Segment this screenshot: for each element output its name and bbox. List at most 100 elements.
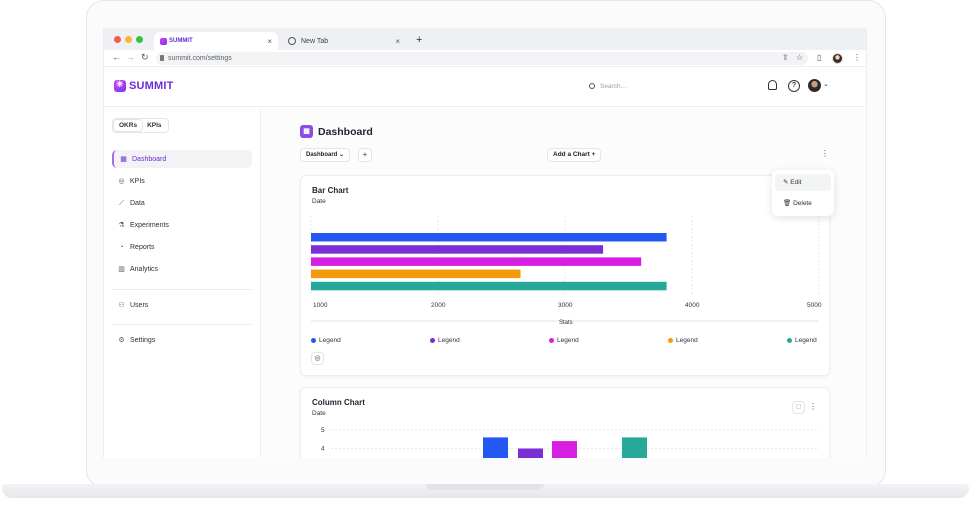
sidebar: OKRs KPIs ▦ Dashboard ◎ KPIs ⟋ Data ⚗ Ex… xyxy=(104,108,261,458)
column-chart-title: Column Chart xyxy=(312,398,365,407)
window-maximize-dot[interactable] xyxy=(136,36,143,43)
x-tick-label: 5000 xyxy=(807,302,822,309)
chart-settings-icon[interactable]: ◎ xyxy=(311,352,324,365)
legend-item[interactable]: Legend xyxy=(668,337,698,344)
sidebar-item-analytics[interactable]: ▥ Analytics xyxy=(112,260,252,278)
back-arrow-icon[interactable]: ← xyxy=(112,52,121,62)
globe-icon xyxy=(288,37,296,45)
menu-item-delete-label: Delete xyxy=(793,200,812,207)
chart-context-menu: ✎ Edit 🗑 Delete xyxy=(772,170,834,216)
segment-okrs[interactable]: OKRs xyxy=(114,120,143,131)
sidebar-item-experiments[interactable]: ⚗ Experiments xyxy=(112,216,252,234)
pencil-icon: ✎ xyxy=(783,179,791,186)
plus-icon: + xyxy=(591,151,596,158)
url-text: summit.com/settings xyxy=(168,55,232,62)
legend-dot xyxy=(311,338,316,343)
legend-label: Legend xyxy=(319,337,341,344)
bookmark-star-icon[interactable]: ☆ xyxy=(796,53,804,62)
chevron-down-icon[interactable]: ⌄ xyxy=(823,81,829,88)
add-dashboard-button[interactable]: + xyxy=(358,148,372,162)
address-bar-row: ← → ↻ summit.com/settings ⇪ ☆ ▯ ⋮ xyxy=(104,50,866,67)
legend-label: Legend xyxy=(676,337,698,344)
tab-summit[interactable]: SUMMIT × xyxy=(154,32,278,50)
bar[interactable] xyxy=(311,269,521,279)
column[interactable] xyxy=(622,437,647,458)
sidepanel-icon[interactable]: ▯ xyxy=(817,53,822,62)
sidebar-item-reports[interactable]: ◔ Reports xyxy=(112,238,252,256)
tab-new-tab-label: New Tab xyxy=(301,37,329,45)
bar-chart-card: Bar Chart Date 1000 2000 3000 4000 5000 Stats… xyxy=(300,175,830,376)
flask-icon: ⚗ xyxy=(118,221,125,229)
menu-item-delete[interactable]: 🗑 Delete xyxy=(775,195,831,212)
segment-kpis[interactable]: KPIs xyxy=(147,122,162,129)
chevron-down-icon: ⌄ xyxy=(339,152,345,158)
help-icon[interactable]: ? xyxy=(788,80,800,92)
bar[interactable] xyxy=(311,257,642,266)
legend-label: Legend xyxy=(795,337,817,344)
okr-kpi-toggle: OKRs KPIs xyxy=(112,118,169,133)
share-icon[interactable]: ⇪ xyxy=(782,53,789,62)
brand-name: SUMMIT xyxy=(129,80,174,92)
sidebar-item-data[interactable]: ⟋ Data xyxy=(112,194,252,212)
sidebar-item-users[interactable]: ⚇ Users xyxy=(112,296,252,314)
main-content: ▦ Dashboard Dashboard ⌄ + Add a Chart + … xyxy=(262,108,866,458)
tab-summit-label: SUMMIT xyxy=(160,37,193,45)
sidebar-divider xyxy=(112,324,252,325)
legend-dot xyxy=(787,338,792,343)
dashboard-select[interactable]: Dashboard ⌄ xyxy=(300,148,351,162)
column[interactable] xyxy=(483,437,508,458)
tab-new-tab[interactable]: New Tab × xyxy=(282,32,406,50)
gear-icon: ⚙ xyxy=(118,336,125,344)
summit-logo-icon xyxy=(114,79,126,92)
window-minimize-dot[interactable] xyxy=(125,36,132,43)
sidebar-item-kpis[interactable]: ◎ KPIs xyxy=(112,172,252,190)
add-chart-button[interactable]: Add a Chart + xyxy=(547,148,602,162)
sidebar-item-label: Users xyxy=(130,301,149,309)
page-title: ▦ Dashboard xyxy=(300,125,373,138)
user-avatar[interactable] xyxy=(808,79,821,92)
new-tab-button[interactable]: + xyxy=(416,34,423,46)
menu-item-edit[interactable]: ✎ Edit xyxy=(775,174,831,191)
legend-item[interactable]: Legend xyxy=(311,337,341,344)
url-input[interactable]: summit.com/settings xyxy=(156,52,808,65)
legend-dot xyxy=(430,338,435,343)
sidebar-item-settings[interactable]: ⚙ Settings xyxy=(112,331,252,349)
summit-logo-icon xyxy=(160,37,167,45)
legend-item[interactable]: Legend xyxy=(549,337,579,344)
tab-close-icon[interactable]: × xyxy=(267,36,272,46)
menu-item-edit-label: Edit xyxy=(790,179,802,186)
legend-item[interactable]: Legend xyxy=(787,337,817,344)
x-tick-label: 1000 xyxy=(313,302,328,309)
bar-icon: ▥ xyxy=(118,265,125,273)
column[interactable] xyxy=(518,448,543,459)
brand-logo[interactable]: SUMMIT xyxy=(114,79,174,92)
forward-arrow-icon[interactable]: → xyxy=(126,52,135,62)
tab-close-icon[interactable]: × xyxy=(395,36,400,46)
reload-icon[interactable]: ↻ xyxy=(141,52,149,62)
sidebar-item-dashboard[interactable]: ▦ Dashboard xyxy=(112,150,252,168)
bell-icon[interactable] xyxy=(768,80,777,90)
bar[interactable] xyxy=(311,281,667,291)
more-options-icon[interactable]: ⋮ xyxy=(821,149,829,158)
search-input[interactable]: Search... xyxy=(584,79,754,95)
sidebar-item-label: Dashboard xyxy=(132,155,167,163)
sidebar-divider xyxy=(112,289,252,290)
browser-window: SUMMIT × New Tab × + ← → ↻ summit.com/se… xyxy=(103,28,867,458)
laptop-base-notch xyxy=(426,484,544,490)
page-title-text: Dashboard xyxy=(318,125,373,138)
bar[interactable] xyxy=(311,245,604,254)
window-close-dot[interactable] xyxy=(114,36,121,43)
chart-more-icon[interactable]: ⋮ xyxy=(809,402,817,411)
sidebar-item-label: Settings xyxy=(130,336,156,344)
app-header: SUMMIT Search... ? ⌄ xyxy=(104,67,866,107)
legend-item[interactable]: Legend xyxy=(430,337,460,344)
profile-avatar[interactable] xyxy=(832,53,843,64)
sidebar-item-label: Analytics xyxy=(130,265,159,273)
bar[interactable] xyxy=(311,233,667,242)
chart-settings-icon[interactable]: ▢ xyxy=(792,401,805,414)
search-icon xyxy=(589,83,595,89)
kebab-menu-icon[interactable]: ⋮ xyxy=(853,53,861,62)
column[interactable] xyxy=(552,441,577,458)
x-tick-label: 4000 xyxy=(685,302,700,309)
